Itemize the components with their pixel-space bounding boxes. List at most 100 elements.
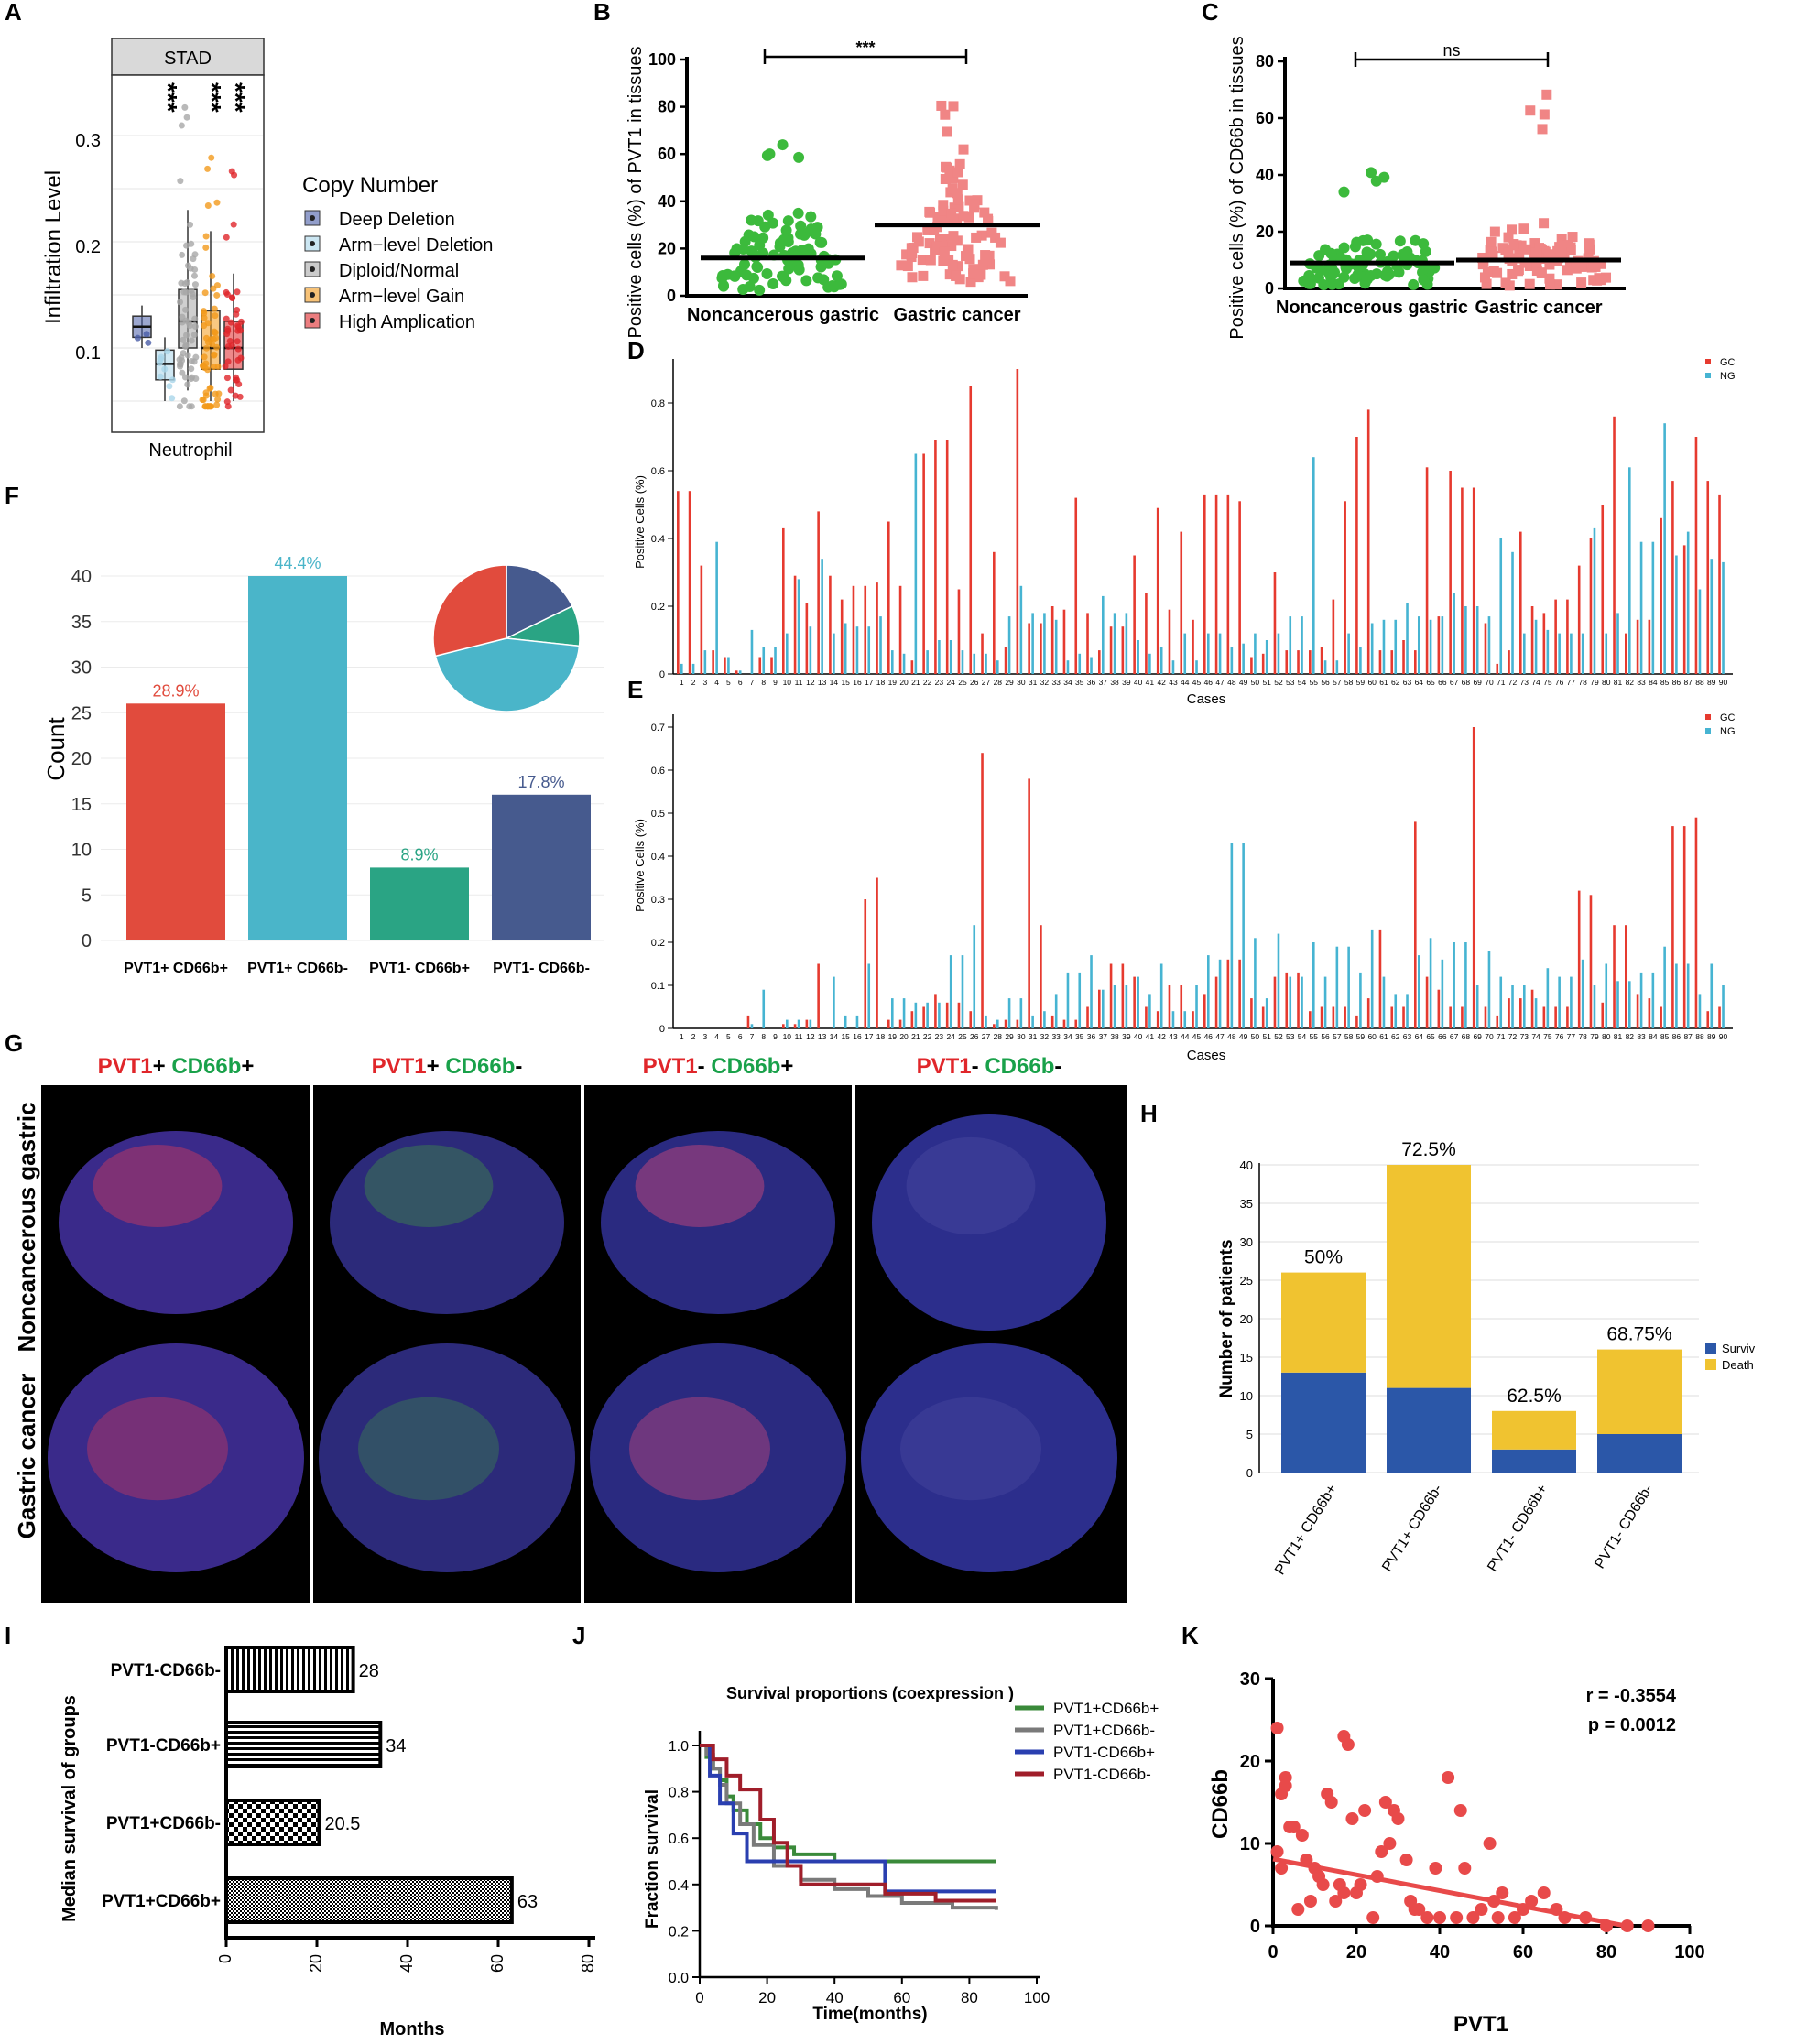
bar-ng <box>1289 616 1292 674</box>
data-point <box>227 319 234 326</box>
bar-gc <box>1332 1006 1335 1028</box>
data-point <box>1544 279 1555 290</box>
x-tick-label: 48 <box>1227 1032 1236 1041</box>
data-point <box>922 224 933 235</box>
bar-ng <box>938 640 941 674</box>
legend-dot <box>310 318 315 323</box>
bar-gc <box>993 1024 996 1028</box>
data-point <box>178 122 185 129</box>
tissue-core <box>590 1343 846 1572</box>
bar-gc <box>1484 1006 1487 1028</box>
bar-ng <box>1230 843 1234 1028</box>
x-tick-label: 77 <box>1567 1032 1576 1041</box>
data-point <box>924 206 935 217</box>
x-tick-label: 44 <box>1181 678 1190 687</box>
bar-ng <box>914 1002 918 1028</box>
y-tick-label: 25 <box>1240 1274 1253 1288</box>
x-tick-label: 56 <box>1321 678 1330 687</box>
bar-gc <box>1004 1019 1007 1028</box>
bar-ng <box>1382 976 1386 1028</box>
bar-value-label: 20.5 <box>324 1814 360 1834</box>
bar-gc <box>934 994 937 1028</box>
data-point <box>778 234 790 245</box>
x-tick-label: 1 <box>680 1032 684 1041</box>
x-tick-label: 0 <box>216 1954 234 1963</box>
bar-ng <box>786 633 789 674</box>
x-tick-label: 3 <box>702 678 707 687</box>
bar-ng <box>797 579 800 674</box>
bar-ng <box>1370 623 1374 674</box>
x-tick-label: 6 <box>738 678 743 687</box>
x-tick-label: 39 <box>1122 1032 1131 1041</box>
bar-gc <box>1016 1019 1019 1028</box>
data-point <box>1351 236 1363 248</box>
panel-letter-a: A <box>5 0 22 26</box>
data-point <box>1482 266 1493 277</box>
bar-gc <box>969 386 973 674</box>
data-point <box>1450 1911 1464 1924</box>
data-point <box>1537 1886 1551 1899</box>
bar-ng <box>1007 616 1011 674</box>
y-tick-label: 0.8 <box>669 1786 689 1801</box>
data-point <box>780 275 792 287</box>
bar-survive <box>1281 1372 1366 1473</box>
data-point <box>1429 1862 1442 1875</box>
y-tick-label: 0.6 <box>669 1832 689 1847</box>
bar-ng <box>1007 998 1011 1028</box>
bar-gc <box>805 603 809 674</box>
data-point <box>1507 268 1518 279</box>
bar-ng <box>1078 972 1082 1028</box>
bar-ng <box>762 989 766 1028</box>
bar-ng <box>1487 616 1491 674</box>
data-point <box>1503 232 1514 243</box>
bar-gc <box>1332 599 1335 674</box>
data-point <box>939 246 950 257</box>
bar-ng <box>985 1015 987 1028</box>
data-point <box>971 232 982 243</box>
x-tick-label: 14 <box>830 1032 839 1041</box>
data-point <box>718 279 730 291</box>
x-tick-label: 44 <box>1181 1032 1190 1041</box>
data-point <box>207 403 214 410</box>
bar-gc <box>1297 650 1300 674</box>
bar <box>224 1799 321 1846</box>
data-point <box>212 312 219 320</box>
data-point <box>1361 274 1373 286</box>
panel-letter-j: J <box>572 1622 585 1649</box>
data-point <box>1562 240 1573 251</box>
x-tick-label: 42 <box>1157 1032 1166 1041</box>
bar-death <box>1492 1410 1576 1450</box>
category-label: PVT1-CD66b+ <box>106 1736 221 1756</box>
y-tick-label: 0.4 <box>651 534 665 545</box>
bar-ng <box>1453 942 1455 1028</box>
data-point <box>1279 1779 1292 1792</box>
data-point <box>213 401 221 408</box>
bar <box>126 703 225 940</box>
data-point <box>1387 1804 1400 1817</box>
x-tick-label: 1 <box>680 678 684 687</box>
y-tick-label: 40 <box>658 192 676 211</box>
panel-c-dotplot: 0 20 40 60 80 ns Positive cells (%) of CD66b… <box>1227 36 1626 340</box>
data-point <box>1301 274 1312 286</box>
data-point <box>1492 267 1503 278</box>
data-point <box>1291 1903 1305 1916</box>
bar-ng <box>1066 972 1070 1028</box>
bar-ng <box>1558 976 1561 1028</box>
x-tick-label: 46 <box>1204 678 1214 687</box>
x-tick-label: 72 <box>1508 1032 1518 1041</box>
panel-a-y-label: Infiltration Level <box>41 170 66 324</box>
panel-c-y-label: Positive cells (%) of CD66b in tissues <box>1227 36 1247 339</box>
x-tick-label: 14 <box>830 678 839 687</box>
bar-gc <box>1519 531 1522 674</box>
column-header-part: PVT1 <box>917 1054 972 1079</box>
data-point <box>201 289 209 297</box>
data-point <box>947 259 958 270</box>
tissue-core <box>861 1343 1117 1572</box>
x-tick-label: 84 <box>1649 1032 1658 1041</box>
data-point <box>169 376 176 384</box>
bar-gc <box>688 491 691 674</box>
bar-gc <box>793 1024 797 1028</box>
bar-gc <box>1694 437 1698 674</box>
bar-ng <box>1090 657 1093 674</box>
bar-gc <box>1437 989 1441 1028</box>
